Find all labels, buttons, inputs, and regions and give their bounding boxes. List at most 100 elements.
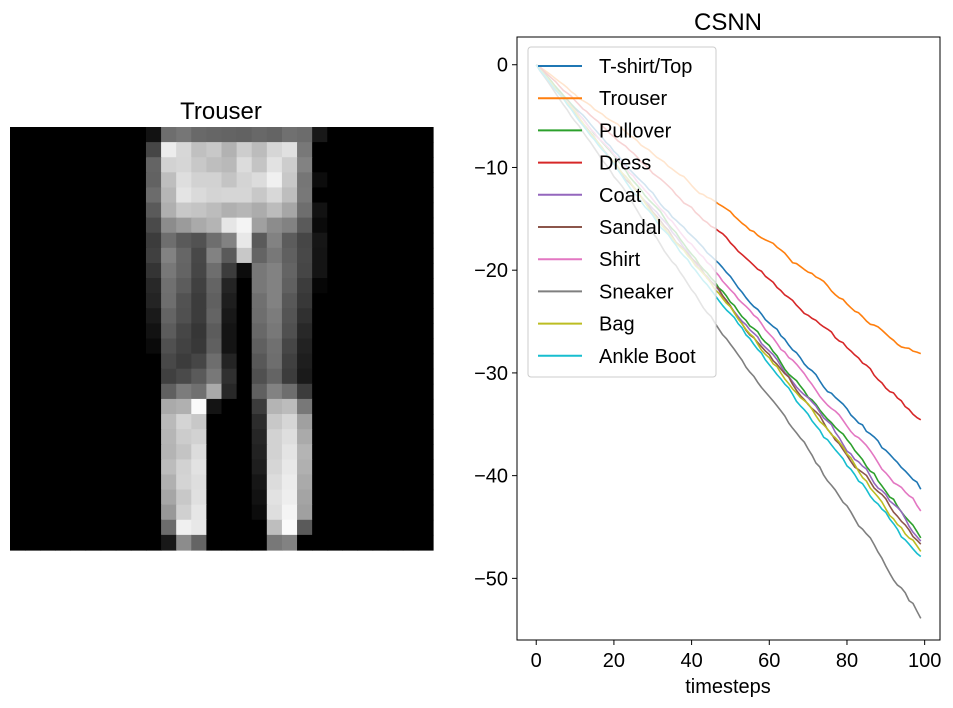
pixel [281,247,298,264]
pixel [130,157,147,173]
pixel [55,338,72,355]
pixel [402,247,419,264]
pixel [281,429,298,445]
y-tick-label: 0 [497,55,508,77]
pixel [85,489,102,506]
pixel [55,429,72,445]
pixel [357,353,374,370]
pixel [342,157,359,173]
pixel [221,459,238,476]
pixel [206,157,223,173]
pixel [372,534,389,551]
pixel [85,202,102,219]
pixel [145,247,162,264]
pixel [85,368,102,385]
pixel [25,383,41,400]
pixel [312,217,328,234]
pixel [10,338,26,355]
pixel [387,504,404,521]
pixel [221,323,238,340]
pixel [115,474,132,491]
pixel [100,187,117,204]
pixel [327,157,343,173]
pixel [115,232,132,249]
pixel [312,474,328,491]
pixel [10,383,26,400]
pixel [130,429,147,445]
legend-label: Bag [599,314,635,336]
pixel [251,398,268,415]
pixel [266,383,283,400]
pixel [40,489,56,506]
pixel [206,368,223,385]
pixel [176,247,192,264]
pixel [342,353,359,370]
pixel [417,262,434,279]
pixel [266,519,283,536]
pixel [402,368,419,385]
pixel [251,368,268,385]
pixel [85,232,102,249]
pixel [402,534,419,551]
pixel [312,127,328,143]
pixel [251,459,268,476]
pixel [206,429,223,445]
pixel [417,247,434,264]
pixel [281,353,298,370]
pixel [236,474,253,491]
pixel [176,519,192,536]
pixel [402,504,419,521]
pixel [191,489,207,506]
pixel [70,187,87,204]
pixel [70,444,87,460]
pixel [266,232,283,249]
pixel [115,429,132,445]
pixel [327,247,343,264]
pixel [251,323,268,340]
pixel [402,489,419,506]
pixel [372,202,389,219]
legend-label: Coat [599,185,642,207]
pixel [161,368,177,385]
pixel [281,127,298,143]
pixel [130,202,147,219]
pixel [145,262,162,279]
pixel [176,338,192,355]
pixel [176,398,192,415]
pixel [70,489,87,506]
pixel [221,519,238,536]
pixel [357,142,374,158]
pixel [221,127,238,143]
pixel [145,293,162,309]
pixel [387,278,404,294]
pixel [372,142,389,158]
pixel [417,504,434,521]
pixel [312,323,328,340]
pixel [25,534,41,551]
pixel [372,172,389,189]
pixel [55,444,72,460]
pixel [55,127,72,143]
pixel [327,127,343,143]
pixel [236,534,253,551]
pixel [221,142,238,158]
pixel [10,202,26,219]
pixel [312,519,328,536]
pixel [10,459,26,476]
pixel [130,308,147,324]
pixel [191,142,207,158]
pixel [372,383,389,400]
pixel [145,323,162,340]
pixel [417,414,434,430]
pixel [40,353,56,370]
pixel [417,232,434,249]
pixel [312,247,328,264]
pixel [176,444,192,460]
pixel [191,232,207,249]
pixel [40,459,56,476]
pixel [130,187,147,204]
pixel [281,308,298,324]
pixel [387,142,404,158]
pixel [357,202,374,219]
pixel [342,323,359,340]
